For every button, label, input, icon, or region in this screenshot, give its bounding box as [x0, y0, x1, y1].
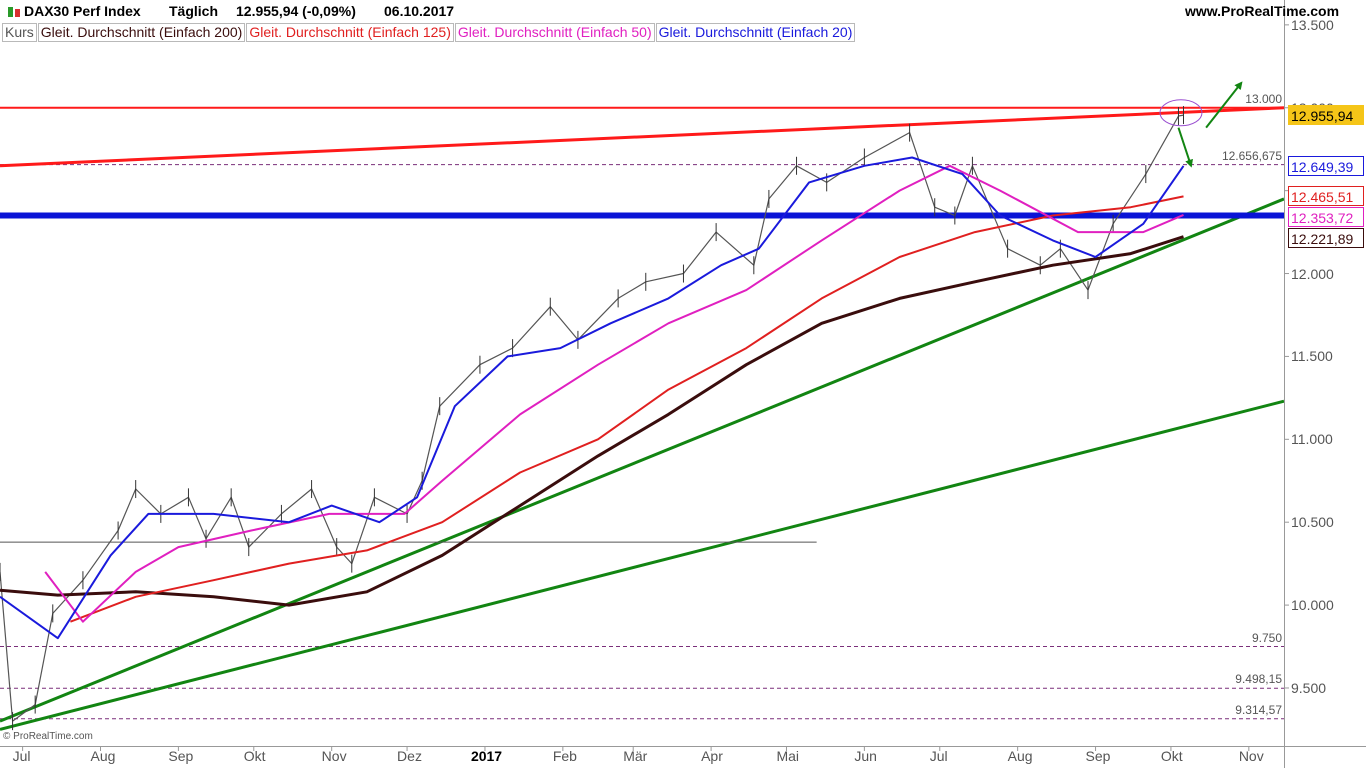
x-tick-label: Feb: [552, 748, 577, 764]
legend-item-sma125[interactable]: Gleit. Durchschnitt (Einfach 125): [246, 23, 454, 42]
level-label: 12.656,675: [1221, 148, 1282, 163]
series-line-2: [70, 195, 1184, 623]
series-line-3: [44, 164, 1184, 623]
trend-arrow-1: [1205, 81, 1243, 129]
y-tick-label: 10.000: [1291, 597, 1334, 614]
x-tick-label: Sep: [1085, 748, 1111, 764]
level-label: 9.498,15: [1235, 672, 1282, 687]
legend-item-kurs[interactable]: Kurs: [2, 23, 37, 42]
x-tick-label: Nov: [321, 748, 347, 764]
x-tick-label: Aug: [90, 748, 116, 764]
y-tick-label: 10.500: [1291, 514, 1334, 531]
annotation-line-0: [0, 106, 1285, 168]
x-tick-label: 2017: [470, 748, 503, 764]
y-tick-label: 11.000: [1291, 431, 1333, 448]
level-label: 13.000: [1245, 91, 1282, 106]
price-tag: 12.955,94: [1288, 105, 1364, 126]
series-line-4: [0, 156, 1185, 640]
y-tick-label: 9.500: [1291, 679, 1327, 696]
chart-timeframe: Täglich: [169, 3, 219, 19]
series-line-1: [0, 235, 1184, 607]
x-tick-label: Jun: [854, 748, 877, 764]
chart-symbol: DAX30 Perf Index: [24, 3, 141, 19]
chart-date: 06.10.2017: [384, 3, 455, 19]
x-tick-label: Nov: [1238, 748, 1264, 764]
x-tick-label: Mär: [623, 748, 648, 764]
annotation-line-2: [0, 399, 1285, 731]
series-line-0: [0, 114, 1184, 722]
trend-arrow-0: [1177, 127, 1193, 168]
chart-price: 12.955,94 (-0,09%): [236, 3, 356, 19]
price-tag: 12.221,89: [1288, 228, 1364, 249]
annotation-line-1: [0, 197, 1285, 723]
legend-item-sma50[interactable]: Gleit. Durchschnitt (Einfach 50): [454, 23, 655, 42]
y-tick-label: 12.000: [1291, 265, 1334, 282]
x-tick-label: Okt: [1160, 748, 1183, 764]
price-tag: 12.465,51: [1288, 186, 1364, 207]
x-tick-label: Dez: [397, 748, 422, 764]
y-tick-label: 13.500: [1291, 16, 1334, 33]
price-tag: 12.649,39: [1288, 155, 1364, 176]
watermark: © ProRealTime.com: [3, 731, 93, 742]
y-tick-label: 11.500: [1291, 348, 1333, 365]
level-label: 9.750: [1251, 630, 1282, 645]
x-tick-label: Okt: [243, 748, 266, 764]
legend-item-sma20[interactable]: Gleit. Durchschnitt (Einfach 20): [655, 23, 856, 42]
price-tag: 12.353,72: [1288, 207, 1364, 228]
x-tick-label: Jul: [929, 748, 948, 764]
site-link[interactable]: www.ProRealTime.com: [1185, 3, 1340, 19]
legend-item-sma200[interactable]: Gleit. Durchschnitt (Einfach 200): [37, 23, 246, 42]
highlight-ellipse: [1159, 99, 1203, 127]
level-label: 9.314,57: [1235, 702, 1282, 717]
x-tick-label: Mai: [776, 748, 800, 764]
x-tick-label: Jul: [12, 748, 31, 764]
x-tick-label: Apr: [701, 748, 723, 764]
x-tick-label: Sep: [168, 748, 194, 764]
indicator-legend: Kurs Gleit. Durchschnitt (Einfach 200) G…: [2, 23, 856, 42]
x-tick-label: Aug: [1007, 748, 1033, 764]
symbol-icon: [6, 3, 22, 19]
